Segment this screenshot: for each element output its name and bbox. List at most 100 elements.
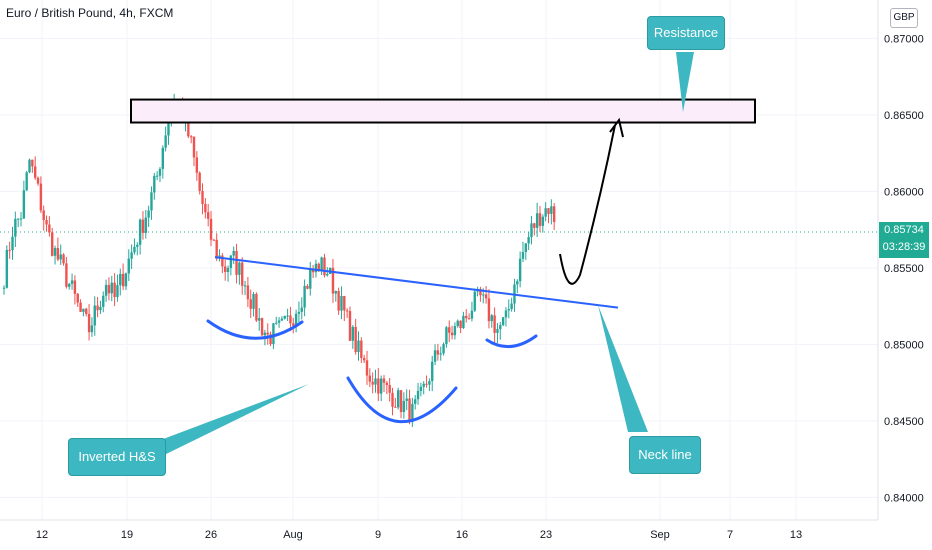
candle-body xyxy=(53,248,57,256)
candle-body xyxy=(16,218,20,220)
candle-body xyxy=(19,218,23,220)
candle-body xyxy=(399,390,403,413)
candle-body xyxy=(510,303,513,310)
grid xyxy=(0,0,878,520)
candle-body xyxy=(246,285,250,300)
candle-body xyxy=(158,168,162,176)
candle-body xyxy=(360,340,363,359)
candle-body xyxy=(467,318,471,320)
left-shoulder-arc xyxy=(206,319,304,340)
candle-body xyxy=(465,315,468,319)
candle-body xyxy=(130,252,133,259)
y-tick-label: 0.84500 xyxy=(884,416,924,428)
candle-body xyxy=(297,311,301,314)
candle-body xyxy=(354,326,357,352)
current-price-value: 0.85734 xyxy=(884,224,924,236)
candle-body xyxy=(263,332,267,336)
candle-body xyxy=(238,262,241,275)
inverted-hs-label[interactable]: Inverted H&S xyxy=(68,438,166,476)
candle-body xyxy=(482,294,485,296)
candle-body xyxy=(374,378,377,385)
candle-body xyxy=(473,291,476,311)
candle-body xyxy=(490,315,493,322)
neck-line[interactable] xyxy=(214,256,619,309)
candle-body xyxy=(445,327,448,345)
bar-countdown: 03:28:39 xyxy=(882,241,926,253)
y-tick-label: 0.87000 xyxy=(884,33,924,45)
candle-body xyxy=(138,219,142,245)
candle-body xyxy=(368,375,372,382)
candle-body xyxy=(73,280,77,294)
candle-body xyxy=(2,287,6,289)
currency-button[interactable]: GBP xyxy=(890,8,918,28)
candle-body xyxy=(527,237,530,244)
resistance-pointer xyxy=(676,52,694,112)
candle-body xyxy=(206,212,210,219)
candle-body xyxy=(260,318,264,336)
resistance-zone[interactable] xyxy=(130,98,756,124)
candle-body xyxy=(192,136,196,158)
current-price-tag: 0.85734 03:28:39 xyxy=(879,222,929,258)
resistance-label[interactable]: Resistance xyxy=(647,16,725,50)
y-tick-label: 0.84000 xyxy=(884,492,924,504)
x-tick-label: Sep xyxy=(650,529,670,541)
candle-body xyxy=(113,282,116,298)
candle-body xyxy=(379,378,383,394)
candle-body xyxy=(323,257,326,276)
candle-body xyxy=(283,316,286,319)
x-tick-label: 16 xyxy=(456,529,468,541)
candle-body xyxy=(507,309,510,311)
inverted-hs-pointer xyxy=(150,384,309,457)
candle-body xyxy=(144,217,147,233)
candle-body xyxy=(496,329,499,333)
candle-body xyxy=(258,318,261,321)
candle-body xyxy=(450,332,454,336)
candle-body xyxy=(275,322,278,324)
y-tick-label: 0.86000 xyxy=(884,186,924,198)
candle-body xyxy=(232,250,235,256)
candle-body xyxy=(433,350,437,362)
candle-body xyxy=(189,136,193,138)
candle-body xyxy=(39,183,43,211)
x-tick-label: 13 xyxy=(790,529,802,541)
candle-body xyxy=(209,218,213,240)
candle-body xyxy=(331,267,335,294)
candle-body xyxy=(51,232,54,256)
candle-body xyxy=(59,254,62,260)
candle-body xyxy=(31,159,34,167)
candle-body xyxy=(8,249,11,251)
candle-body xyxy=(280,318,284,321)
candle-body xyxy=(277,320,281,323)
candle-body xyxy=(241,262,244,286)
neck-line-label[interactable]: Neck line xyxy=(629,436,701,474)
head-arc xyxy=(346,376,458,424)
candle-body xyxy=(518,258,522,282)
x-tick-label: 23 xyxy=(540,529,552,541)
right-shoulder-arc xyxy=(485,334,538,348)
candle-body xyxy=(36,177,40,184)
candle-body xyxy=(499,325,502,330)
y-tick-label: 0.86500 xyxy=(884,110,924,122)
candle-body xyxy=(442,344,445,354)
candle-body xyxy=(362,358,366,361)
y-axis: 0.87000 0.86500 0.86000 0.85500 0.85000 0.845… xyxy=(884,33,924,504)
candle-body xyxy=(289,315,292,324)
candle-body xyxy=(252,293,255,309)
candle-body xyxy=(377,378,380,394)
symbol-title: Euro / British Pound, 4h, FXCM xyxy=(6,6,174,20)
candle-body xyxy=(487,298,491,322)
candle-body xyxy=(294,313,298,326)
candle-body xyxy=(479,288,482,296)
candle-body xyxy=(484,294,488,299)
candle-body xyxy=(42,210,45,220)
candles xyxy=(2,93,556,427)
candle-body xyxy=(337,291,340,311)
candle-body xyxy=(226,267,230,273)
candle-body xyxy=(516,281,519,285)
candle-body xyxy=(533,223,536,228)
x-tick-label: 12 xyxy=(36,529,48,541)
candle-body xyxy=(314,263,318,273)
candle-body xyxy=(269,334,272,345)
candle-body xyxy=(266,332,269,335)
